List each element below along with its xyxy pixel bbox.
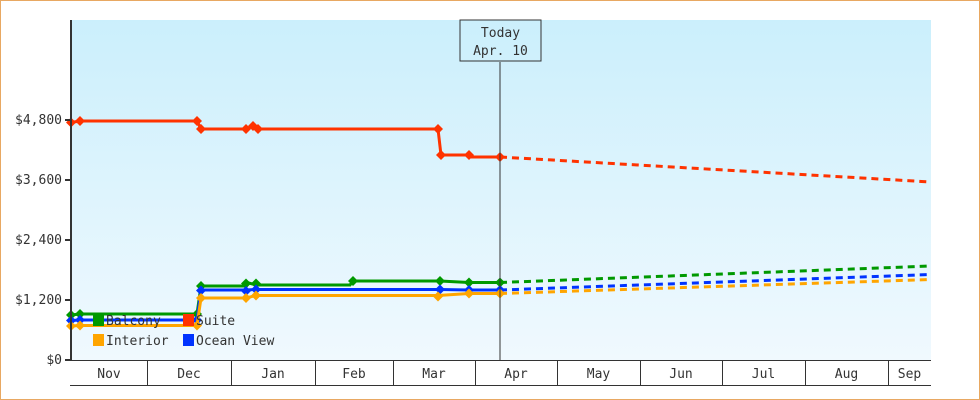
data-point-marker[interactable] <box>192 320 202 331</box>
series-layer <box>66 116 932 331</box>
data-point-marker[interactable] <box>196 285 206 296</box>
x-axis: Nov Dec Jan Feb Mar Apr May Jun Jul Aug Sep <box>70 360 931 386</box>
y-axis-ticks: $0 $1,200 $2,400 $3,600 $4,800 <box>15 113 71 368</box>
month-label: Nov <box>97 367 121 382</box>
data-point-marker[interactable] <box>196 293 206 303</box>
month-label: Feb <box>342 367 366 382</box>
month-label: Jul <box>752 367 775 382</box>
month-label: Apr <box>504 367 528 382</box>
month-label: Sep <box>898 367 922 382</box>
plot-area <box>71 20 931 360</box>
today-box <box>459 19 542 62</box>
y-tick-label: $0 <box>46 353 62 368</box>
data-point-marker[interactable] <box>196 124 206 134</box>
month-label: Jan <box>261 367 284 382</box>
legend-label: Ocean View <box>196 334 274 349</box>
legend-item-interior[interactable]: Interior <box>93 334 169 349</box>
legend-item-balcony[interactable]: Balcony <box>93 314 161 329</box>
data-point-marker[interactable] <box>75 309 85 319</box>
data-point-marker[interactable] <box>464 277 474 288</box>
data-point-marker[interactable] <box>75 315 85 325</box>
legend-swatch <box>93 314 104 326</box>
data-point-marker[interactable] <box>241 278 251 289</box>
y-tick-label: $2,400 <box>15 233 62 248</box>
legend-swatch <box>93 334 104 346</box>
legend-label: Suite <box>196 314 235 329</box>
data-point-marker[interactable] <box>251 284 261 295</box>
data-point-marker[interactable] <box>241 286 251 296</box>
data-point-marker[interactable] <box>348 276 358 286</box>
data-point-marker[interactable] <box>253 124 263 134</box>
legend-item-suite[interactable]: Suite <box>183 314 235 329</box>
legend-label: Interior <box>106 334 169 349</box>
data-point-marker[interactable] <box>464 288 474 299</box>
data-point-marker[interactable] <box>433 291 443 302</box>
data-point-marker[interactable] <box>192 116 202 126</box>
legend-swatch <box>183 334 194 346</box>
today-marker: Today Apr. 10 <box>459 19 542 360</box>
legend-label: Balcony <box>106 314 161 329</box>
data-point-marker[interactable] <box>433 124 443 134</box>
month-label: Dec <box>177 367 200 382</box>
data-point-marker[interactable] <box>75 320 85 331</box>
data-point-marker[interactable] <box>436 150 446 160</box>
data-point-marker[interactable] <box>251 290 261 301</box>
data-point-marker[interactable] <box>241 293 251 303</box>
y-tick-label: $4,800 <box>15 113 62 128</box>
today-date: Apr. 10 <box>473 44 528 59</box>
series-interior <box>66 278 932 331</box>
legend-item-ocean-view[interactable]: Ocean View <box>183 334 274 349</box>
series-balcony <box>66 264 932 320</box>
month-label: May <box>587 367 611 382</box>
y-tick-label: $1,200 <box>15 293 62 308</box>
today-label: Today <box>481 26 520 41</box>
month-label: Aug <box>835 367 858 382</box>
series-suite <box>66 116 932 184</box>
legend: Balcony Suite Interior Ocean View <box>93 314 274 349</box>
data-point-marker[interactable] <box>435 276 445 286</box>
month-label: Mar <box>422 367 446 382</box>
legend-swatch <box>183 314 194 326</box>
month-label: Jun <box>669 367 692 382</box>
data-point-marker[interactable] <box>251 278 261 289</box>
data-point-marker[interactable] <box>75 116 85 126</box>
y-tick-label: $3,600 <box>15 173 62 188</box>
data-point-marker[interactable] <box>464 150 474 160</box>
